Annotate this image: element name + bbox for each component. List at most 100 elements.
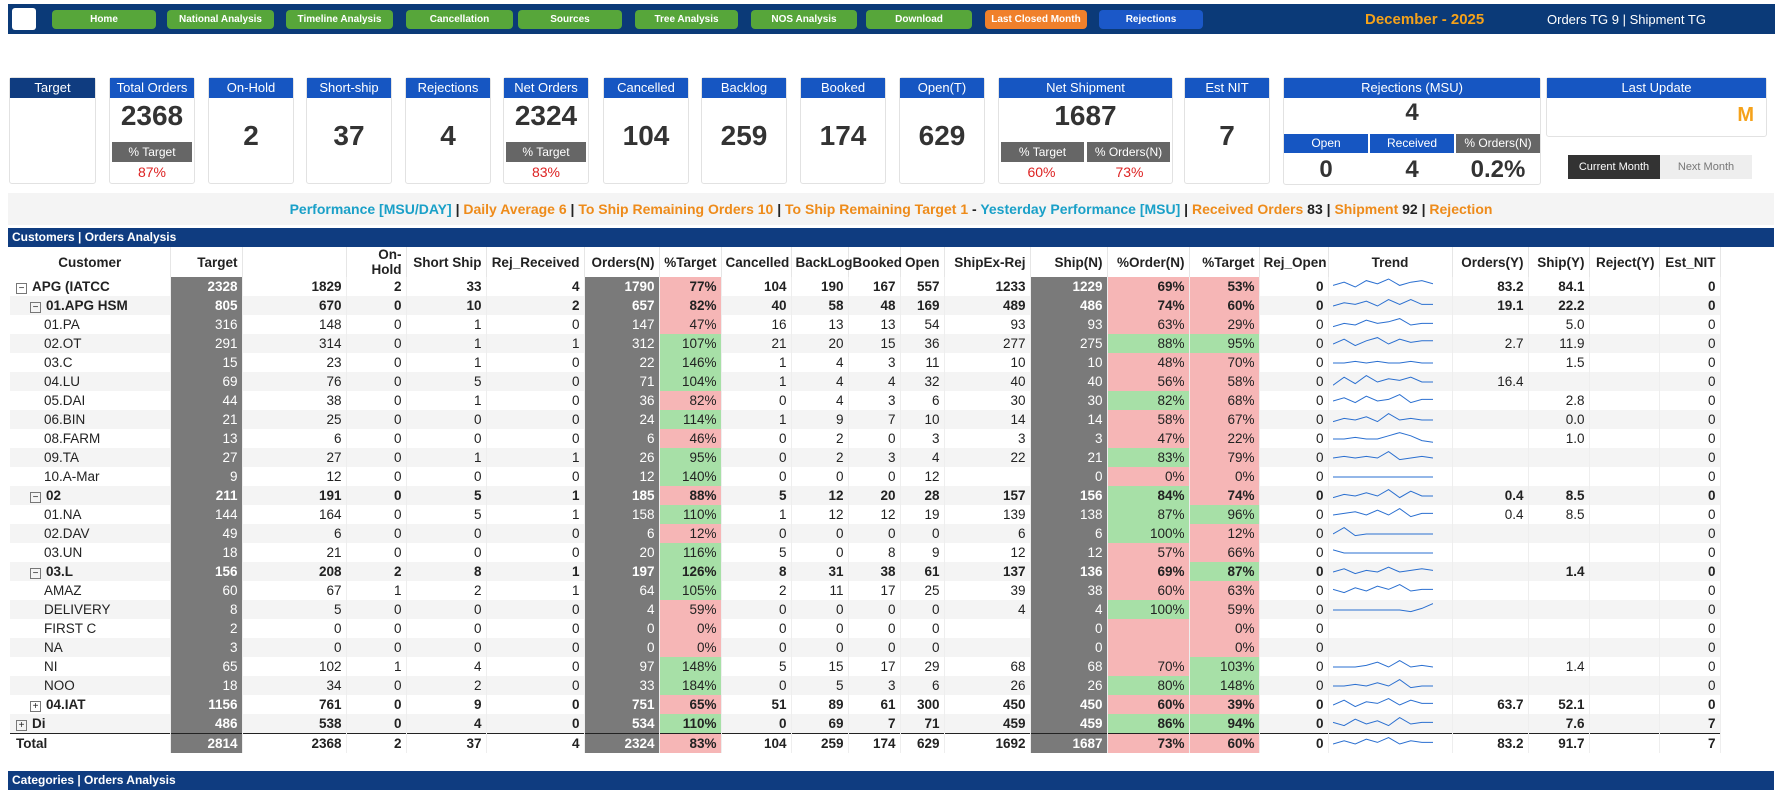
table-row: AMAZ 60 67 1 2 1 64 105% 2 11 17 25 39 38 60% 63% 0 0 bbox=[10, 581, 1721, 600]
col-header-open[interactable]: Open bbox=[900, 247, 945, 277]
col-header-target[interactable]: Target bbox=[170, 247, 243, 277]
customer-name[interactable]: − APG (IATCC bbox=[10, 277, 171, 296]
col-header-booked[interactable]: Booked bbox=[848, 247, 902, 277]
customer-name[interactable]: −02 bbox=[10, 486, 171, 505]
cell-shipex-rej: 1233 bbox=[944, 277, 1031, 296]
col-header-rej-open[interactable]: Rej_Open bbox=[1259, 247, 1329, 277]
cell-backlog: 0 bbox=[791, 467, 849, 486]
col-header-cancelled[interactable]: Cancelled bbox=[721, 247, 792, 277]
col-header-ship-n-[interactable]: Ship(N) bbox=[1030, 247, 1108, 277]
table-row: 01.PA 316 148 0 1 0 147 47% 16 13 13 54 93 93 63% 29% 0 5… bbox=[10, 315, 1721, 334]
cell--target: 104% bbox=[659, 372, 722, 391]
col-header--target[interactable]: %Target bbox=[659, 247, 722, 277]
cell-short-ship: 5 bbox=[406, 486, 487, 505]
cell-backlog: 0 bbox=[791, 619, 849, 638]
cell-rej-received: 0 bbox=[486, 695, 585, 714]
cell-est-nit: 0 bbox=[1659, 695, 1721, 714]
customer-name: 10.A-Mar bbox=[10, 467, 171, 486]
col-header-on-hold[interactable]: On-Hold bbox=[346, 247, 407, 277]
cell-backlog: 4 bbox=[791, 391, 849, 410]
col-header-ship-y-[interactable]: Ship(Y) bbox=[1528, 247, 1590, 277]
cell-booked: 0 bbox=[848, 467, 901, 486]
cell--target: 0% bbox=[1189, 619, 1260, 638]
cell-cancelled: 21 bbox=[721, 334, 792, 353]
collapse-icon[interactable]: − bbox=[30, 302, 41, 313]
tab-next-month[interactable]: Next Month bbox=[1660, 155, 1752, 179]
trend-line bbox=[1332, 394, 1433, 404]
cell-orders-y-: 19.1 bbox=[1452, 296, 1529, 315]
trend-line bbox=[1332, 508, 1433, 518]
cell-orders-y- bbox=[1452, 467, 1529, 486]
col-header-short-ship[interactable]: Short Ship bbox=[406, 247, 487, 277]
col-header-trend[interactable]: Trend bbox=[1328, 247, 1453, 277]
cell-rej-open: 0 bbox=[1259, 277, 1329, 296]
cell-short-ship: 5 bbox=[406, 372, 487, 391]
cell-shipex-rej: 39 bbox=[944, 581, 1031, 600]
rej-msu-open-label: Open bbox=[1284, 134, 1368, 153]
collapse-icon[interactable]: − bbox=[16, 283, 27, 294]
col-header-orders-n-[interactable]: Orders(N) bbox=[584, 247, 660, 277]
expand-icon[interactable]: + bbox=[16, 720, 27, 731]
cell-cancelled: 0 bbox=[721, 448, 792, 467]
cell-target: 156 bbox=[170, 562, 243, 581]
col-header-shipex-rej[interactable]: ShipEx-Rej bbox=[944, 247, 1031, 277]
customer-name[interactable]: +04.IAT bbox=[10, 695, 171, 714]
cell--order-n-: 74% bbox=[1107, 296, 1190, 315]
cell-est-nit: 0 bbox=[1659, 372, 1721, 391]
customer-name[interactable]: + Di bbox=[10, 714, 171, 734]
trend-line bbox=[1332, 337, 1433, 347]
cell-ship-n-: 30 bbox=[1030, 391, 1108, 410]
cell--target: 0% bbox=[659, 619, 722, 638]
cell-short-ship: 0 bbox=[406, 467, 487, 486]
customer-name[interactable]: −01.APG HSM bbox=[10, 296, 171, 315]
cell--order-n-: 69% bbox=[1107, 562, 1190, 581]
col-header-rej-received[interactable]: Rej_Received bbox=[486, 247, 585, 277]
nav-national-analysis-button[interactable]: National Analysis bbox=[167, 10, 274, 29]
col-header--order-n-[interactable]: %Order(N) bbox=[1107, 247, 1190, 277]
col-header-customer[interactable]: Customer bbox=[10, 247, 171, 277]
col-header--target[interactable]: %Target bbox=[1189, 247, 1260, 277]
col-header-orders-y-[interactable]: Orders(Y) bbox=[1452, 247, 1529, 277]
cell-orders-n-: 0 bbox=[584, 619, 660, 638]
col-header-est-nit[interactable]: Est_NIT bbox=[1659, 247, 1721, 277]
nav-cancellation-button[interactable]: Cancellation bbox=[406, 10, 513, 29]
cell-ship-n-: 1229 bbox=[1030, 277, 1108, 296]
cell-open: 0 bbox=[900, 524, 945, 543]
nav-tree-analysis-button[interactable]: Tree Analysis bbox=[635, 10, 738, 29]
cell-est-nit: 0 bbox=[1659, 676, 1721, 695]
cell--order-n-: 58% bbox=[1107, 410, 1190, 429]
cell-rej-received: 0 bbox=[486, 638, 585, 657]
tab-current-month[interactable]: Current Month bbox=[1568, 155, 1660, 179]
trend-chart bbox=[1332, 603, 1433, 613]
customer-name[interactable]: −03.L bbox=[10, 562, 171, 581]
card-on-hold: On-Hold 2 bbox=[208, 77, 294, 184]
nav-home-button[interactable]: Home bbox=[52, 10, 156, 29]
cell-cancelled: 104 bbox=[721, 733, 792, 753]
collapse-icon[interactable]: − bbox=[30, 492, 41, 503]
trend-line bbox=[1332, 549, 1433, 554]
cell-ship-n-: 138 bbox=[1030, 505, 1108, 524]
trend-sparkline bbox=[1328, 429, 1453, 448]
nav-rejections-button[interactable]: Rejections bbox=[1099, 10, 1203, 29]
nav-timeline-analysis-button[interactable]: Timeline Analysis bbox=[286, 10, 393, 29]
cell-orders-n-: 2324 bbox=[584, 733, 660, 753]
cell-shipex-rej bbox=[944, 638, 1031, 657]
cell-open: 0 bbox=[900, 638, 945, 657]
col-header-blank[interactable] bbox=[242, 247, 347, 277]
cell-orders-n-: 312 bbox=[584, 334, 660, 353]
nav-download-button[interactable]: Download bbox=[866, 10, 972, 29]
cell-open: 36 bbox=[900, 334, 945, 353]
collapse-icon[interactable]: − bbox=[30, 568, 41, 579]
col-header-reject-y-[interactable]: Reject(Y) bbox=[1589, 247, 1660, 277]
nav-sources-button[interactable]: Sources bbox=[518, 10, 622, 29]
net-orders-label: Net Orders bbox=[504, 78, 588, 98]
nav-nos-analysis-button[interactable]: NOS Analysis bbox=[751, 10, 857, 29]
expand-icon[interactable]: + bbox=[30, 701, 41, 712]
col-header-backlog[interactable]: BackLog bbox=[791, 247, 853, 277]
nav-last-closed-month-button[interactable]: Last Closed Month bbox=[985, 10, 1087, 29]
cell-shipex-rej: 277 bbox=[944, 334, 1031, 353]
cell-ship-y-: 1.4 bbox=[1528, 657, 1590, 676]
cell-orders-y-: 0.4 bbox=[1452, 486, 1529, 505]
customer-label: 02 bbox=[46, 488, 62, 503]
cell-booked: 0 bbox=[848, 600, 901, 619]
